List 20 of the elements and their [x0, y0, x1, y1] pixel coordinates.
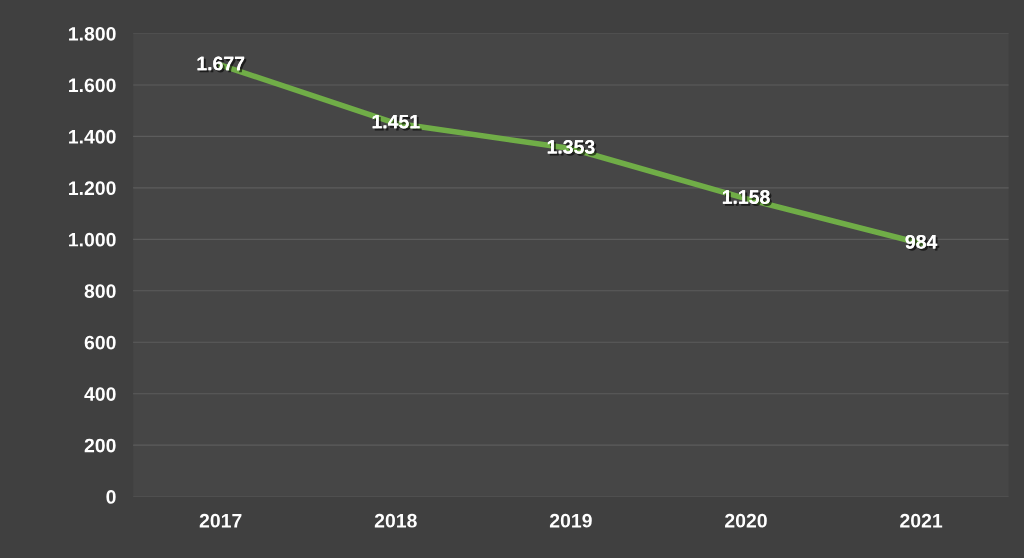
x-tick-label: 2017 [199, 513, 242, 528]
y-tick-label: 200 [84, 438, 116, 453]
y-tick-label: 1.000 [69, 232, 116, 247]
y-tick-label: 0 [106, 490, 116, 504]
x-tick-label: 2020 [725, 513, 767, 528]
x-tick-label: 2019 [549, 513, 592, 528]
y-tick-label: 1.400 [69, 129, 116, 144]
y-tick-label: 600 [84, 335, 116, 350]
y-tick-label: 1.200 [69, 181, 116, 196]
x-tick-label: 2021 [900, 513, 943, 528]
data-label: 984 [905, 234, 940, 251]
data-label: 1.677 [197, 56, 247, 73]
y-tick-label: 800 [84, 284, 116, 299]
y-tick-label: 1.800 [69, 26, 116, 41]
data-label: 1.451 [372, 114, 422, 131]
y-tick-label: 400 [84, 387, 116, 401]
data-label: 1.353 [547, 139, 597, 156]
y-tick-label: 1.600 [69, 78, 116, 93]
x-tick-label: 2018 [374, 513, 417, 528]
data-label: 1.158 [722, 190, 772, 206]
